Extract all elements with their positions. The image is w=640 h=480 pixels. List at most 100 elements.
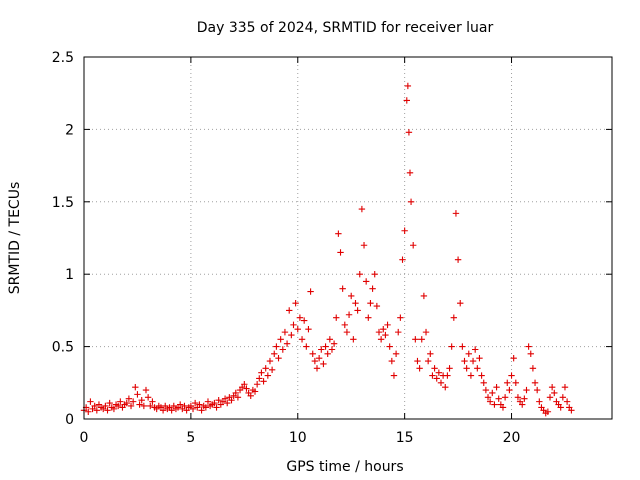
data-point (486, 398, 494, 405)
y-tick-label: 0.5 (52, 340, 74, 356)
data-point (296, 314, 304, 321)
data-point (525, 343, 532, 350)
data-point (386, 343, 393, 350)
data-point (168, 407, 175, 414)
data-point (196, 401, 203, 408)
data-point (275, 354, 282, 362)
data-point (288, 331, 295, 339)
data-point (142, 386, 150, 394)
data-point (264, 372, 272, 379)
data-point (382, 331, 389, 339)
data-point (375, 328, 383, 336)
data-point (559, 394, 567, 401)
data-point (138, 396, 145, 404)
data-point (431, 365, 438, 372)
data-point (354, 307, 361, 314)
data-point (330, 340, 338, 347)
data-point (454, 256, 462, 263)
data-point (283, 340, 291, 347)
data-point (345, 311, 353, 318)
data-point (318, 346, 325, 353)
data-point (144, 394, 152, 401)
data-point (106, 399, 113, 407)
data-point (277, 336, 284, 343)
data-point (529, 365, 537, 372)
data-point (202, 404, 210, 411)
data-point (181, 402, 188, 410)
data-point (350, 336, 357, 343)
data-point (313, 365, 321, 372)
data-point (117, 398, 124, 405)
data-point (551, 389, 558, 397)
data-point (403, 97, 410, 104)
data-point (279, 346, 287, 353)
data-point (232, 389, 239, 397)
data-point (260, 378, 267, 385)
data-point (358, 205, 366, 213)
data-point (127, 402, 135, 410)
data-point (211, 399, 218, 407)
x-axis-label: GPS time / hours (286, 459, 403, 475)
data-point (339, 285, 346, 292)
data-point (362, 278, 370, 285)
plot-frame (83, 56, 613, 420)
data-point (420, 292, 428, 300)
data-point (388, 357, 396, 365)
data-point (315, 354, 323, 362)
data-point (395, 328, 402, 336)
data-point (478, 372, 485, 379)
data-point (256, 375, 263, 382)
data-point (337, 249, 344, 256)
data-point (328, 346, 336, 353)
data-point (377, 336, 385, 343)
data-point (512, 379, 520, 386)
data-point (149, 398, 156, 405)
data-point (461, 357, 468, 365)
y-tick-label: 1 (65, 267, 74, 283)
data-point (412, 336, 419, 343)
data-point (273, 343, 280, 350)
data-point (104, 407, 111, 414)
data-point (253, 381, 261, 388)
data-point (465, 350, 472, 358)
data-point (406, 169, 414, 177)
data-point (115, 402, 122, 410)
y-tick-label: 0 (65, 412, 74, 428)
data-point (418, 336, 425, 343)
data-point (422, 328, 430, 336)
data-point (311, 357, 319, 365)
chart-title: Day 335 of 2024, SRMTID for receiver lua… (197, 20, 494, 36)
data-point (457, 299, 464, 307)
data-point (335, 230, 342, 237)
data-point (93, 407, 101, 414)
data-point (437, 379, 445, 386)
data-point (501, 394, 509, 401)
data-point (343, 328, 351, 336)
data-point (191, 399, 199, 407)
data-point (504, 379, 511, 386)
data-point (409, 242, 417, 249)
data-point (268, 366, 276, 373)
data-point (91, 402, 98, 410)
data-point (189, 405, 197, 413)
data-point (300, 317, 308, 324)
data-point (309, 350, 316, 358)
data-point (471, 346, 479, 353)
data-point (476, 354, 483, 362)
data-point (132, 383, 139, 391)
y-tick-label: 1.5 (52, 195, 74, 211)
data-point (204, 398, 212, 405)
x-tick-label: 5 (186, 430, 195, 446)
data-point (266, 357, 274, 365)
data-point (258, 369, 265, 376)
data-point (307, 288, 314, 295)
data-point (452, 210, 460, 217)
data-point (271, 350, 278, 358)
y-axis-label: SRMTID / TECUs (7, 182, 23, 295)
data-point (414, 357, 421, 365)
data-point (446, 365, 453, 372)
data-point (442, 383, 449, 391)
data-point (326, 336, 334, 343)
data-point (568, 407, 575, 414)
